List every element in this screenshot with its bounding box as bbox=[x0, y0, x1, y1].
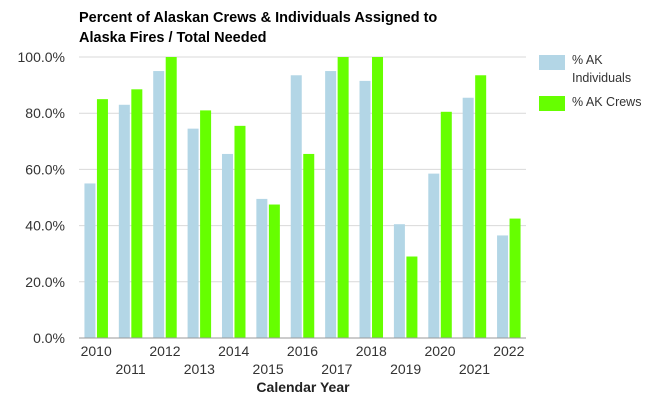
y-axis-tick-labels: 0.0% 20.0% 40.0% 60.0% 80.0% 100.0% bbox=[18, 49, 65, 346]
chart-title: Percent of Alaskan Crews & Individuals A… bbox=[79, 10, 437, 46]
bar-individuals-2016 bbox=[290, 75, 302, 338]
x-tick-label: 2021 bbox=[459, 361, 490, 377]
bar-crews-2019 bbox=[406, 256, 418, 338]
y-tick-label: 20.0% bbox=[25, 274, 65, 290]
y-tick-label: 100.0% bbox=[18, 49, 65, 65]
chart-title-line-1: Percent of Alaskan Crews & Individuals A… bbox=[79, 10, 437, 26]
legend-label: Individuals bbox=[572, 71, 631, 85]
legend-label: % AK Crews bbox=[572, 95, 641, 109]
bar-crews-2021 bbox=[475, 75, 487, 338]
x-tick-label: 2019 bbox=[390, 361, 421, 377]
x-tick-label: 2017 bbox=[321, 361, 352, 377]
bars bbox=[84, 57, 521, 339]
bar-crews-2013 bbox=[200, 110, 212, 338]
x-tick-label: 2012 bbox=[149, 343, 180, 359]
x-tick-label: 2013 bbox=[184, 361, 215, 377]
chart-title-line-2: Alaska Fires / Total Needed bbox=[79, 30, 267, 46]
bar-individuals-2014 bbox=[221, 153, 233, 338]
y-tick-label: 40.0% bbox=[25, 218, 65, 234]
bar-crews-2017 bbox=[337, 57, 349, 338]
bar-crews-2015 bbox=[268, 204, 280, 338]
legend: % AK Individuals % AK Crews bbox=[539, 53, 641, 111]
x-axis-tick-labels: 2010201120122013201420152016201720182019… bbox=[81, 343, 525, 377]
bar-individuals-2010 bbox=[84, 183, 96, 338]
bar-individuals-2018 bbox=[359, 80, 371, 338]
y-tick-label: 0.0% bbox=[33, 330, 65, 346]
bar-individuals-2020 bbox=[428, 173, 440, 338]
bar-crews-2020 bbox=[440, 111, 452, 338]
bar-individuals-2013 bbox=[187, 128, 199, 338]
x-tick-label: 2016 bbox=[287, 343, 318, 359]
bar-individuals-2019 bbox=[393, 224, 405, 338]
gridlines bbox=[79, 56, 526, 283]
bar-crews-2011 bbox=[131, 89, 143, 338]
x-tick-label: 2010 bbox=[81, 343, 112, 359]
bar-crews-2010 bbox=[96, 99, 108, 339]
bar-individuals-2011 bbox=[118, 104, 130, 339]
x-tick-label: 2020 bbox=[424, 343, 455, 359]
bar-individuals-2022 bbox=[497, 235, 509, 338]
legend-label: % AK bbox=[572, 53, 603, 67]
bar-individuals-2012 bbox=[153, 71, 165, 339]
x-tick-label: 2015 bbox=[253, 361, 284, 377]
legend-swatch bbox=[539, 96, 565, 111]
y-tick-label: 60.0% bbox=[25, 161, 65, 177]
x-axis-title: Calendar Year bbox=[256, 379, 350, 395]
bar-individuals-2021 bbox=[462, 97, 474, 339]
x-tick-label: 2014 bbox=[218, 343, 249, 359]
x-tick-label: 2018 bbox=[356, 343, 387, 359]
bar-individuals-2015 bbox=[256, 198, 268, 338]
x-tick-label: 2022 bbox=[493, 343, 524, 359]
bar-crews-2014 bbox=[234, 125, 246, 338]
bar-individuals-2017 bbox=[325, 71, 337, 339]
x-tick-label: 2011 bbox=[116, 361, 146, 377]
bar-crews-2018 bbox=[372, 57, 384, 338]
y-tick-label: 80.0% bbox=[25, 105, 65, 121]
bar-crews-2012 bbox=[165, 57, 177, 338]
bar-crews-2022 bbox=[509, 218, 521, 338]
legend-swatch bbox=[539, 55, 565, 70]
bar-crews-2016 bbox=[303, 153, 315, 338]
